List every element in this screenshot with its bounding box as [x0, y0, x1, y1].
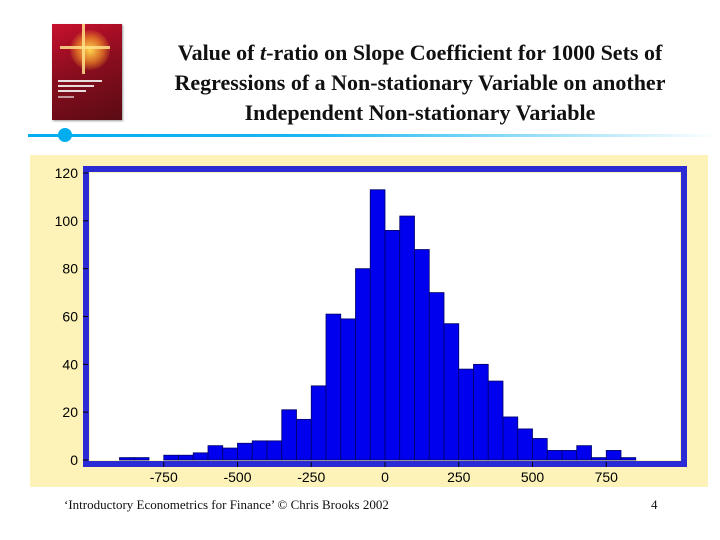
histogram-bar	[296, 418, 312, 461]
title-italic-t: t	[260, 40, 267, 65]
histogram-bar	[119, 457, 135, 461]
footer-copyright: ‘Introductory Econometrics for Finance’ …	[64, 497, 389, 512]
histogram-bar	[340, 318, 356, 461]
title-divider-line	[28, 134, 720, 137]
divider-bulb	[58, 128, 72, 142]
x-tick-label: -250	[297, 469, 325, 485]
page-number: 4	[651, 497, 658, 512]
histogram-bar	[517, 428, 533, 461]
y-tick-label: 0	[70, 452, 78, 468]
x-tick-label: -750	[150, 469, 178, 485]
histogram-bar	[546, 450, 563, 461]
histogram-bar	[487, 380, 504, 461]
histogram-bar	[222, 447, 238, 461]
histogram-bar	[591, 457, 607, 461]
y-tick-label: 20	[62, 404, 78, 420]
histogram-bar	[325, 313, 342, 461]
histogram-bar	[414, 249, 430, 461]
histogram-bar	[251, 440, 268, 461]
histogram-bar	[266, 440, 283, 461]
histogram-bar	[355, 268, 371, 461]
histogram-bar	[605, 450, 622, 461]
y-tick-label: 100	[55, 213, 79, 229]
y-tick-label: 80	[62, 261, 78, 277]
x-tick-label: 500	[521, 469, 545, 485]
histogram-bar	[532, 438, 548, 461]
histogram-bar	[458, 368, 474, 461]
histogram-bar	[237, 442, 253, 461]
histogram-bar	[133, 457, 150, 461]
histogram-bar	[399, 215, 415, 461]
histogram-bar	[561, 450, 578, 461]
histogram-bar	[178, 454, 194, 461]
title-text-start: Value of	[177, 40, 261, 65]
book-cover-image	[52, 24, 122, 120]
histogram-chart: 0 20 40 60 80 100 120 -750 -500 -250 0 250 500 750	[30, 155, 708, 492]
x-tick-label: 0	[381, 469, 389, 485]
histogram-bar	[207, 445, 224, 461]
histogram-bar	[281, 409, 297, 461]
y-tick-label: 120	[55, 165, 79, 181]
slide-title: Value of t-ratio on Slope Coefficient fo…	[130, 38, 710, 128]
histogram-bar	[576, 445, 592, 461]
y-tick-label: 40	[62, 356, 78, 372]
histogram-bar	[620, 457, 637, 461]
x-tick-label: 250	[447, 469, 471, 485]
y-tick-label: 60	[62, 309, 78, 325]
histogram-bar	[384, 230, 401, 461]
histogram-bar	[310, 385, 327, 461]
histogram-bar	[192, 452, 209, 461]
histogram-bar	[443, 323, 460, 461]
histogram-bar	[163, 454, 179, 461]
histogram-bar	[428, 292, 445, 461]
histogram-bar	[473, 363, 489, 461]
x-tick-label: -500	[223, 469, 251, 485]
title-text-end: -ratio on Slope Coefficient for 1000 Set…	[174, 40, 666, 125]
x-tick-label: 750	[595, 469, 619, 485]
histogram-svg: 0 20 40 60 80 100 120 -750 -500 -250 0 250 500 750	[30, 155, 708, 487]
histogram-bar	[502, 416, 519, 461]
histogram-bar	[369, 189, 386, 461]
